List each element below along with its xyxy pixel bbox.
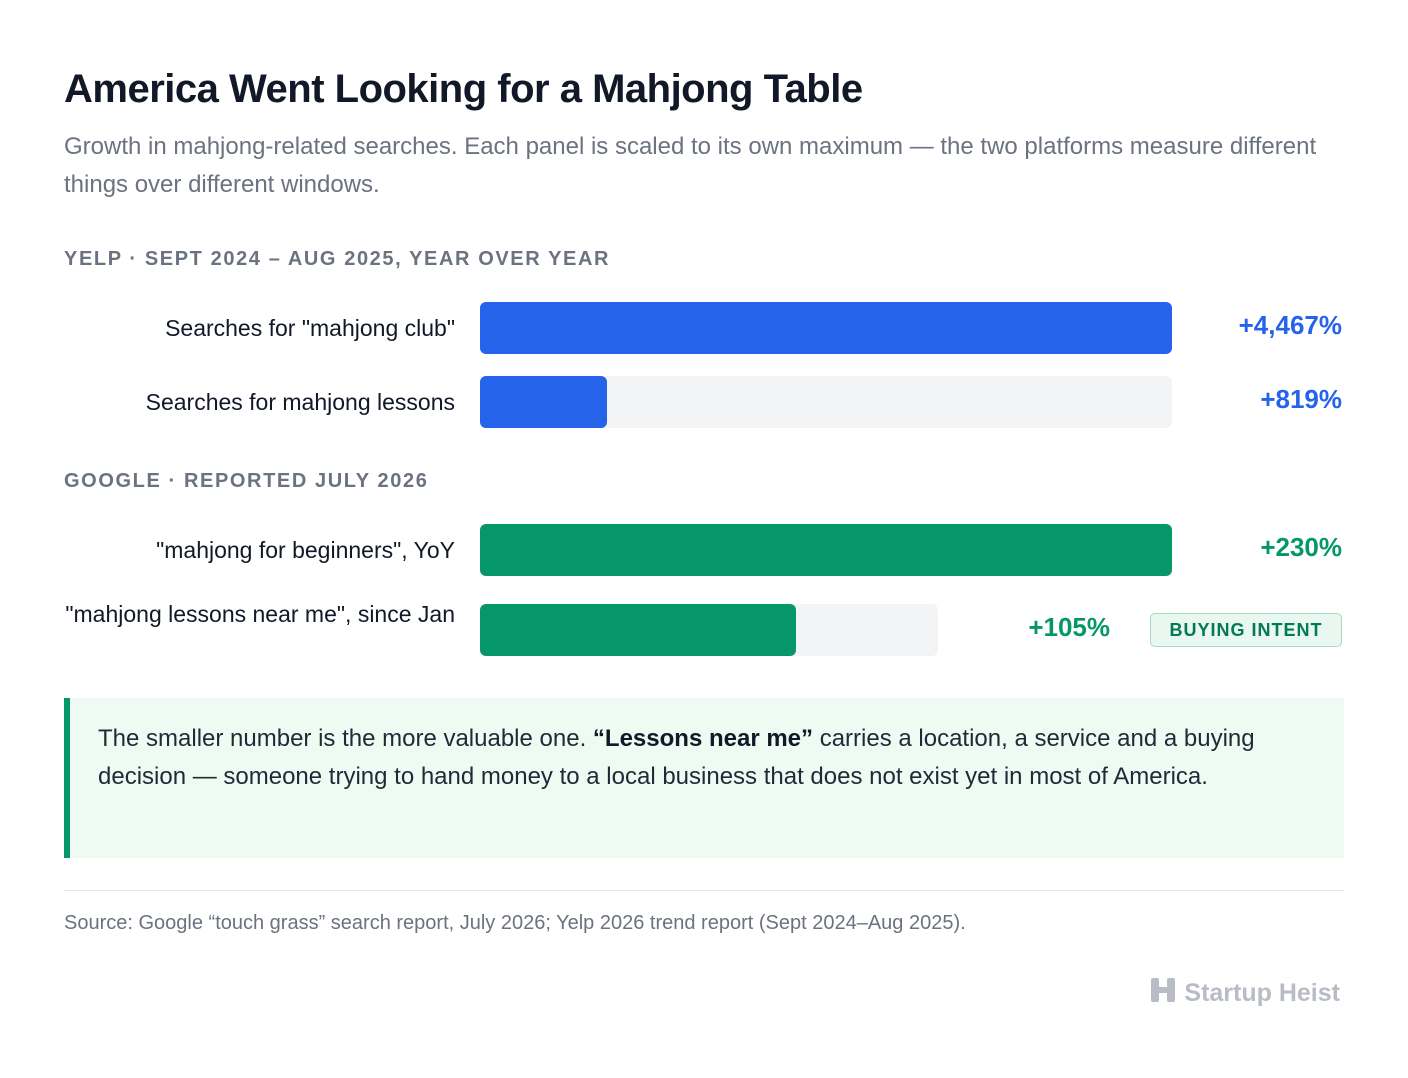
bar-value-label: +819%	[1260, 384, 1342, 414]
buying-intent-badge: BUYING INTENT	[1150, 613, 1342, 647]
bar	[480, 604, 796, 656]
bar-label: Searches for mahjong lessons	[145, 389, 455, 415]
chart-header: America Went Looking for a Mahjong Table…	[64, 64, 1344, 204]
bar	[480, 376, 607, 428]
callout-lead: The smaller number is the more valuable …	[98, 725, 587, 752]
panel-heading-yelp: YELP · SEPT 2024 – AUG 2025, YEAR OVER Y…	[64, 248, 611, 270]
bar-label: "mahjong for beginners", YoY	[156, 537, 455, 563]
chart-subtitle: Growth in mahjong-related searches. Each…	[64, 133, 1317, 198]
brand-name: Startup Heist	[1184, 979, 1340, 1007]
bar-value-label: +230%	[1260, 532, 1342, 562]
bar-track	[480, 376, 1172, 428]
chart-title: America Went Looking for a Mahjong Table	[64, 67, 863, 111]
bar-label: Searches for "mahjong club"	[165, 315, 455, 341]
bar-value-label: +4,467%	[1238, 310, 1342, 340]
callout-emphasis: “Lessons near me”	[592, 725, 814, 752]
bar-track	[480, 604, 938, 656]
panel-heading-google: GOOGLE · REPORTED JULY 2026	[64, 470, 429, 492]
h-logo-icon	[1150, 977, 1176, 1010]
bar-track	[480, 524, 1172, 576]
callout-rest: carries a location, a service and a buyi…	[98, 725, 1255, 790]
bar-track	[480, 302, 1172, 354]
divider	[64, 890, 1344, 891]
brand-logo: Startup Heist	[1150, 977, 1340, 1010]
bar	[480, 524, 1172, 576]
bar	[480, 302, 1172, 354]
bar-label: "mahjong lessons near me", since Jan	[65, 601, 455, 627]
takeaway-callout: The smaller number is the more valuable …	[64, 698, 1344, 858]
bar-value-label: +105%	[1028, 612, 1110, 642]
source-note: Source: Google “touch grass” search repo…	[64, 912, 966, 934]
